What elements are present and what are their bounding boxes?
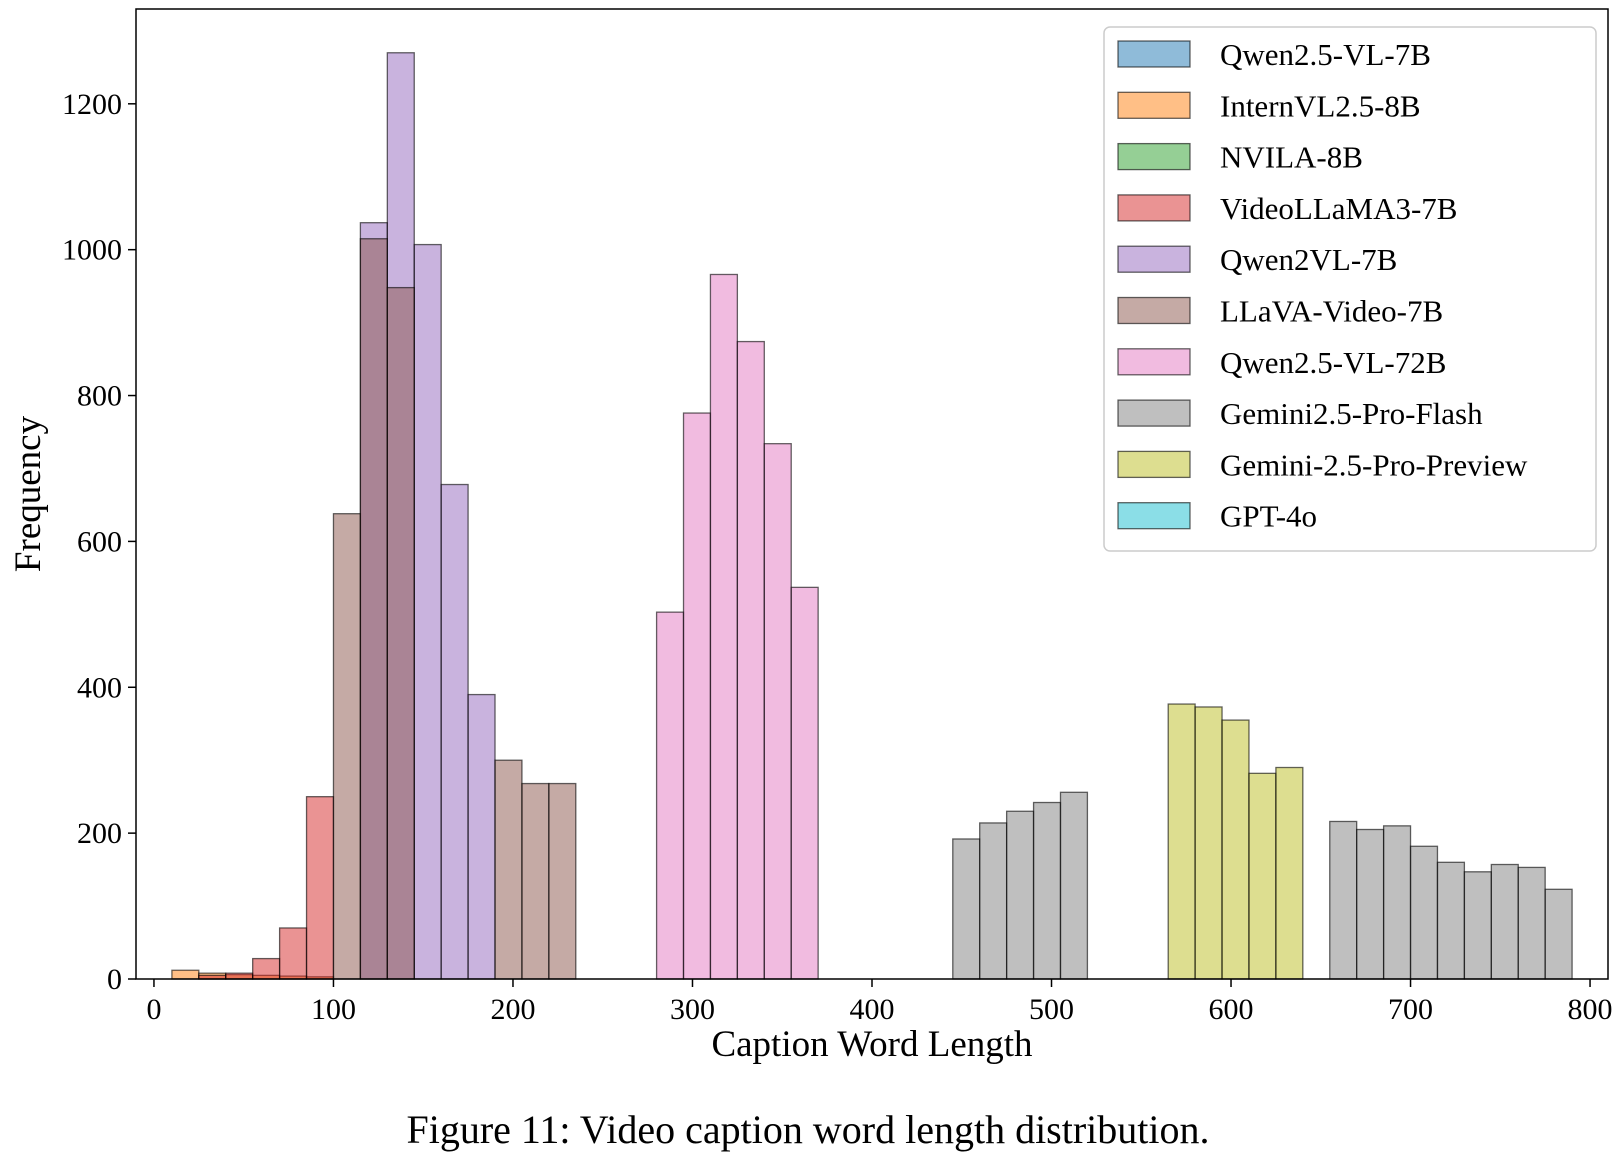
legend-label: Gemini-2.5-Pro-Preview bbox=[1220, 447, 1528, 482]
legend-label: InternVL2.5-8B bbox=[1220, 88, 1421, 123]
bar-internvl2-5-8b bbox=[171, 969, 200, 980]
x-tick-label: 800 bbox=[1568, 993, 1613, 1026]
legend-swatch bbox=[1117, 399, 1191, 427]
bar-gemini2-5-pro-flash bbox=[1032, 801, 1062, 980]
bar-videollama3-7b bbox=[225, 972, 254, 980]
y-tick-label: 800 bbox=[77, 380, 122, 413]
bar-qwen2-5-vl-72b bbox=[682, 412, 712, 980]
bar-gemini2-5-pro-flash bbox=[1463, 871, 1492, 980]
legend-label: VideoLLaMA3-7B bbox=[1220, 191, 1457, 226]
bar-gemini2-5-pro-flash bbox=[952, 838, 981, 980]
axis-ticks: 0 100 200 300 400 500 600 700 800 0 200 400 600 800 10… bbox=[62, 88, 1613, 1026]
legend-swatch bbox=[1117, 142, 1191, 171]
x-axis-label: Caption Word Length bbox=[711, 1024, 1033, 1065]
legend-swatch bbox=[1117, 296, 1191, 325]
x-tick-label: 700 bbox=[1388, 993, 1433, 1026]
bar-gemini2-5-pro-flash bbox=[1544, 888, 1573, 980]
legend-label: Qwen2.5-VL-72B bbox=[1220, 345, 1446, 380]
bar-llava-video-7b bbox=[332, 513, 362, 980]
legend-swatch bbox=[1117, 348, 1191, 376]
x-tick-label: 100 bbox=[311, 993, 356, 1026]
histogram-bars bbox=[171, 52, 1573, 980]
bar-llava-video-7b bbox=[494, 759, 523, 980]
legend-swatch bbox=[1117, 245, 1191, 273]
bar-gemini2-5-pro-flash bbox=[1356, 828, 1385, 980]
figure-caption: Figure 11: Video caption word length dis… bbox=[406, 1107, 1210, 1152]
bar-gemini2-5-pro-flash bbox=[1329, 820, 1358, 980]
legend: Qwen2.5-VL-7B InternVL2.5-8B NVILA-8B Video… bbox=[1103, 26, 1597, 552]
legend-swatch bbox=[1117, 91, 1191, 119]
bar-llava-video-7b bbox=[521, 782, 550, 980]
bar-qwen2-5-vl-72b bbox=[709, 273, 739, 980]
bar-gemini2-5-pro-flash bbox=[1436, 861, 1466, 980]
bar-gemini2-5-pro-flash bbox=[1005, 810, 1035, 980]
legend-label: NVILA-8B bbox=[1220, 140, 1363, 175]
legend-label: Gemini2.5-Pro-Flash bbox=[1220, 396, 1483, 431]
y-tick-label: 400 bbox=[77, 671, 122, 704]
bar-qwen2vl-7b bbox=[413, 243, 442, 980]
bar-gemini2-5-pro-flash bbox=[1517, 866, 1546, 980]
y-tick-label: 1000 bbox=[62, 234, 122, 267]
legend-swatch bbox=[1117, 502, 1191, 530]
y-tick-label: 600 bbox=[77, 525, 122, 558]
y-tick-label: 200 bbox=[77, 817, 122, 850]
bar-llava-video-7b bbox=[386, 286, 415, 980]
x-tick-label: 500 bbox=[1029, 993, 1074, 1026]
bar-qwen2-5-vl-72b bbox=[736, 340, 765, 980]
bar-llava-video-7b bbox=[548, 782, 577, 980]
bar-llava-video-7b bbox=[359, 238, 388, 980]
legend-label: Qwen2.5-VL-7B bbox=[1220, 37, 1431, 72]
legend-swatch bbox=[1117, 194, 1191, 222]
bar-gemini-2-5-pro-preview bbox=[1194, 706, 1223, 980]
bar-videollama3-7b bbox=[278, 927, 308, 980]
bar-qwen2-5-vl-72b bbox=[790, 586, 819, 980]
y-tick-label: 0 bbox=[107, 963, 122, 996]
x-tick-label: 0 bbox=[146, 993, 161, 1026]
x-tick-label: 400 bbox=[850, 993, 895, 1026]
bar-gemini2-5-pro-flash bbox=[979, 822, 1008, 980]
legend-frame bbox=[1103, 26, 1597, 552]
bar-gemini-2-5-pro-preview bbox=[1167, 703, 1196, 980]
bar-qwen2vl-7b bbox=[467, 693, 496, 980]
bar-videollama3-7b bbox=[252, 957, 281, 980]
x-tick-label: 200 bbox=[490, 993, 535, 1026]
legend-swatch bbox=[1117, 450, 1191, 479]
legend-label: LLaVA-Video-7B bbox=[1220, 294, 1443, 329]
bar-qwen2-5-vl-72b bbox=[763, 443, 792, 980]
bar-gemini2-5-pro-flash bbox=[1409, 845, 1439, 980]
y-tick-label: 1200 bbox=[62, 88, 122, 121]
bar-gemini-2-5-pro-preview bbox=[1221, 719, 1250, 980]
bar-gemini-2-5-pro-preview bbox=[1248, 772, 1277, 980]
legend-label: GPT-4o bbox=[1220, 499, 1317, 534]
bar-qwen2vl-7b bbox=[440, 483, 469, 980]
bar-videollama3-7b bbox=[305, 796, 335, 980]
bar-gemini2-5-pro-flash bbox=[1490, 863, 1519, 980]
bar-qwen2-5-vl-72b bbox=[655, 611, 685, 980]
y-axis-label: Frequency bbox=[8, 415, 49, 572]
x-tick-label: 600 bbox=[1209, 993, 1254, 1026]
legend-swatch bbox=[1117, 40, 1191, 68]
legend-label: Qwen2VL-7B bbox=[1220, 242, 1397, 277]
bar-gemini2-5-pro-flash bbox=[1382, 825, 1412, 980]
bar-gemini2-5-pro-flash bbox=[1059, 791, 1089, 980]
x-tick-label: 300 bbox=[670, 993, 715, 1026]
bar-gemini-2-5-pro-preview bbox=[1275, 766, 1304, 980]
